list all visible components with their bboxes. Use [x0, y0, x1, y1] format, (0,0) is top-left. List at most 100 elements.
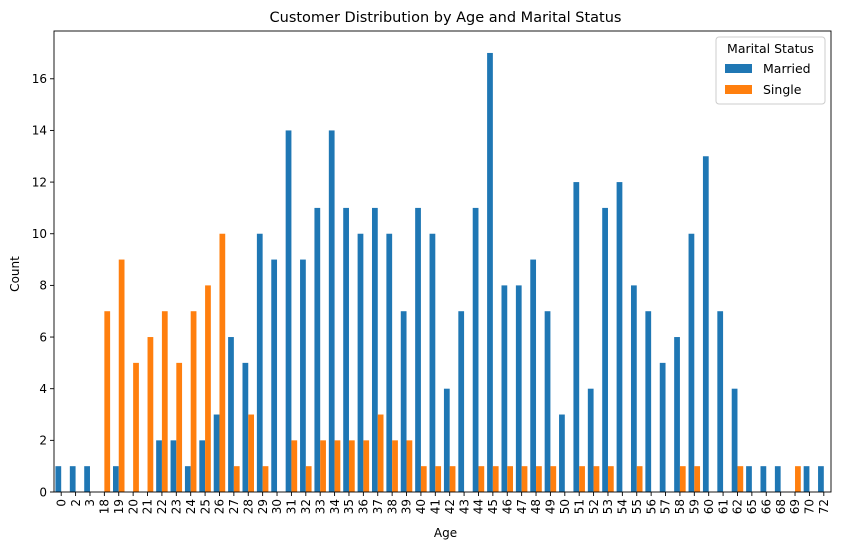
y-tick-label: 10 — [32, 227, 47, 241]
bar-married-age-35 — [343, 207, 349, 492]
x-tick-label: 2 — [69, 499, 83, 507]
bar-married-age-65 — [746, 466, 752, 492]
x-tick-label: 72 — [817, 499, 831, 514]
x-tick-label: 20 — [126, 499, 140, 514]
bar-single-age-25 — [205, 285, 211, 492]
bar-single-age-44 — [478, 466, 485, 492]
y-tick-label: 4 — [39, 382, 47, 396]
x-tick-label: 70 — [803, 499, 817, 514]
bar-married-age-28 — [242, 362, 249, 492]
bar-single-age-37 — [377, 414, 384, 492]
y-tick-label: 8 — [39, 279, 47, 293]
bar-married-age-0 — [55, 466, 62, 492]
bar-single-age-19 — [118, 259, 125, 492]
legend-title: Marital Status — [727, 41, 814, 56]
x-tick-label: 56 — [644, 499, 658, 514]
x-tick-label: 18 — [98, 499, 112, 514]
x-tick-label: 21 — [141, 499, 155, 514]
bar-married-age-2 — [69, 466, 76, 492]
bar-married-age-57 — [659, 362, 666, 492]
bar-single-age-48 — [536, 466, 542, 492]
bar-single-age-51 — [579, 466, 585, 492]
x-tick-label: 57 — [659, 499, 673, 514]
bar-married-age-62 — [731, 388, 738, 492]
bar-single-age-29 — [262, 466, 269, 492]
bar-single-age-49 — [550, 466, 557, 492]
x-tick-label: 62 — [731, 499, 745, 514]
bar-married-age-45 — [487, 52, 493, 492]
bar-married-age-72 — [818, 466, 824, 492]
bar-single-age-18 — [104, 311, 111, 492]
x-tick-label: 66 — [759, 499, 773, 514]
bar-single-age-46 — [507, 466, 514, 492]
x-tick-label: 40 — [414, 499, 428, 514]
y-tick-label: 16 — [32, 72, 47, 86]
x-tick-label: 48 — [529, 499, 543, 514]
y-tick-label: 2 — [39, 434, 47, 448]
bar-single-age-28 — [248, 414, 255, 492]
bar-single-age-22 — [161, 311, 168, 492]
bar-single-age-34 — [334, 440, 341, 492]
bar-married-age-50 — [559, 414, 565, 492]
legend-swatch-married — [725, 64, 752, 73]
bar-married-age-61 — [717, 311, 724, 492]
x-tick-label: 61 — [716, 499, 730, 514]
bar-married-age-54 — [616, 182, 623, 492]
x-tick-label: 23 — [170, 499, 184, 514]
x-tick-label: 39 — [400, 499, 414, 514]
x-tick-label: 59 — [688, 499, 702, 514]
x-tick-label: 60 — [702, 499, 716, 514]
bar-single-age-58 — [679, 466, 686, 492]
x-tick-label: 34 — [328, 499, 342, 514]
bar-married-age-24 — [184, 466, 191, 492]
bar-married-age-29 — [256, 233, 263, 492]
y-axis-label: Count — [8, 256, 22, 292]
x-tick-label: 36 — [357, 499, 371, 514]
bar-married-age-32 — [300, 259, 306, 492]
x-tick-label: 28 — [241, 499, 255, 514]
x-tick-label: 51 — [572, 499, 586, 514]
x-tick-label: 30 — [270, 499, 284, 514]
bar-married-age-22 — [156, 440, 162, 492]
bar-single-age-42 — [449, 466, 456, 492]
bar-married-age-66 — [760, 466, 767, 492]
bar-married-age-49 — [544, 311, 551, 492]
bar-married-age-70 — [803, 466, 810, 492]
bar-married-age-40 — [415, 207, 421, 492]
x-tick-label: 44 — [472, 499, 486, 514]
bar-married-age-34 — [328, 130, 335, 492]
axes-frame — [53, 30, 832, 493]
bar-married-age-39 — [400, 311, 407, 492]
bar-married-age-58 — [674, 337, 680, 492]
bar-married-age-55 — [630, 285, 637, 492]
x-tick-label: 38 — [385, 499, 399, 514]
bar-married-age-44 — [472, 207, 479, 492]
bar-married-age-47 — [515, 285, 522, 492]
bar-married-age-38 — [386, 233, 393, 492]
x-tick-label: 37 — [371, 499, 385, 514]
bar-single-age-47 — [521, 466, 528, 492]
bar-single-age-33 — [320, 440, 326, 492]
bar-married-age-42 — [443, 388, 450, 492]
x-tick-label: 19 — [112, 499, 126, 514]
x-tick-label: 26 — [213, 499, 227, 514]
bar-married-age-36 — [357, 233, 364, 492]
y-tick-label: 14 — [32, 124, 47, 138]
bar-single-age-55 — [636, 466, 643, 492]
x-tick-label: 29 — [256, 499, 270, 514]
bar-single-age-32 — [305, 466, 312, 492]
bar-married-age-19 — [112, 466, 119, 492]
bar-single-age-69 — [795, 466, 801, 492]
x-tick-label: 49 — [544, 499, 558, 514]
x-tick-label: 58 — [673, 499, 687, 514]
x-tick-label: 65 — [745, 499, 759, 514]
x-tick-label: 55 — [630, 499, 644, 514]
x-tick-label: 0 — [54, 499, 68, 507]
bar-single-age-23 — [176, 362, 183, 492]
bar-married-age-23 — [170, 440, 177, 492]
bar-married-age-56 — [645, 311, 652, 492]
bar-single-age-39 — [406, 440, 413, 492]
bar-single-age-62 — [737, 466, 744, 492]
